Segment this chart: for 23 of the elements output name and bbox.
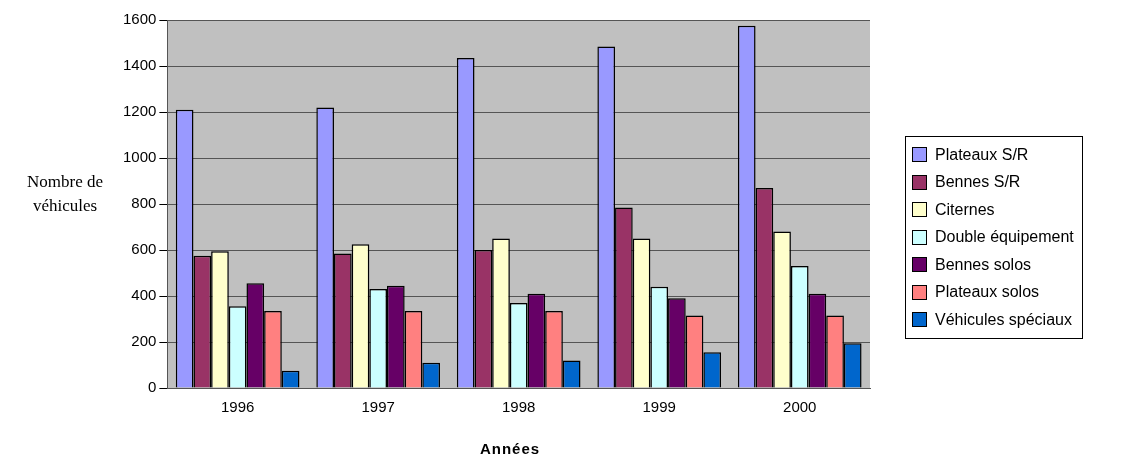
- legend-label: Véhicules spéciaux: [935, 310, 1072, 329]
- y-tick-label: 1200: [122, 102, 157, 120]
- x-tick-label: 1998: [502, 398, 536, 416]
- y-tick-label: 600: [131, 240, 157, 258]
- y-tick-label: 1400: [122, 56, 157, 74]
- x-tick-label: 2000: [783, 398, 817, 416]
- y-tick-label: 800: [131, 194, 157, 212]
- x-tick-label: 1996: [220, 398, 255, 416]
- y-tick-label: 0: [148, 378, 157, 396]
- x-tick-label: 1999: [642, 398, 676, 416]
- legend-label: Bennes S/R: [935, 173, 1021, 192]
- legend-label: Bennes solos: [935, 255, 1032, 274]
- legend-label: Double équipement: [935, 228, 1074, 247]
- y-tick-label: 400: [131, 286, 157, 304]
- x-tick-label: 1997: [361, 398, 395, 416]
- y-tick-label: 1000: [122, 148, 157, 166]
- legend-label: Plateaux solos: [935, 283, 1040, 302]
- y-tick-label: 1600: [122, 10, 157, 28]
- x-axis-title: Années: [478, 440, 542, 457]
- y-tick-label: 200: [131, 332, 157, 350]
- legend-label: Citernes: [935, 200, 995, 219]
- legend-label: Plateaux S/R: [935, 145, 1029, 164]
- y-axis-title: Nombre de véhicules: [26, 171, 104, 217]
